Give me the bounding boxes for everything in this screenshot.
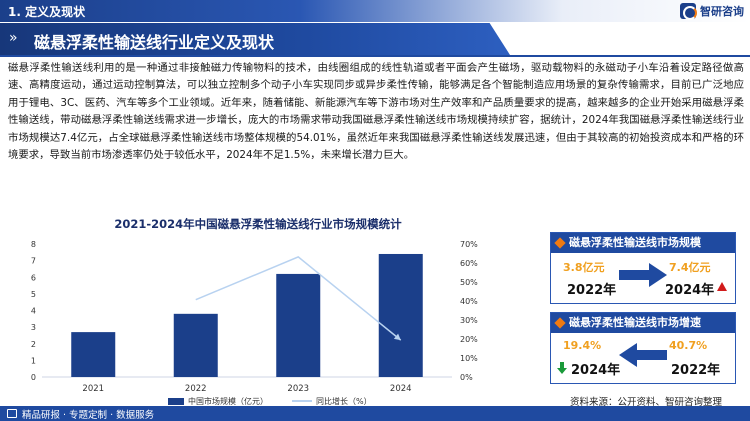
- growth-line: [195, 256, 402, 341]
- growth-line-arrowhead: [393, 333, 401, 341]
- growth-left-year: 2024年: [571, 363, 621, 378]
- double-chevron-icon: »: [9, 30, 17, 46]
- y-left-tick-label: 8: [31, 240, 36, 249]
- market-growth-panel-title: 磁悬浮柔性输送线市场增速: [551, 313, 735, 333]
- y-right-tick-label: 50%: [460, 278, 478, 287]
- scale-left-year: 2022年: [567, 283, 617, 298]
- footer-bar: 精品研报 · 专题定制 · 数据服务: [0, 406, 750, 421]
- growth-left-value: 19.4%: [563, 339, 602, 352]
- y-right-tick-label: 0%: [460, 373, 473, 382]
- bar: [71, 332, 116, 377]
- banner-underline: [0, 55, 750, 57]
- x-tick-label: 2024: [390, 384, 412, 394]
- chart-title: 2021-2024年中国磁悬浮柔性输送线行业市场规模统计: [114, 217, 402, 231]
- bar: [276, 273, 321, 377]
- right-arrow-icon: [619, 263, 667, 287]
- y-left-tick-label: 0: [31, 373, 36, 382]
- y-left-tick-label: 7: [31, 257, 36, 266]
- y-right-tick-label: 70%: [460, 240, 478, 249]
- y-left-tick-label: 4: [31, 307, 36, 316]
- y-left-tick-label: 3: [31, 323, 36, 332]
- brand-name: 智研咨询: [700, 5, 744, 18]
- y-left-tick-label: 5: [31, 290, 36, 299]
- footer-text: 精品研报 · 专题定制 · 数据服务: [22, 410, 155, 421]
- market-size-chart: 0 1 2 3 4 5 6 7 8 0% 10% 20% 30% 40% 50% 60% 70% 2021 2022…: [31, 240, 478, 406]
- scale-right-value: 7.4亿元: [669, 261, 711, 274]
- scale-right-year: 2024年: [665, 283, 715, 298]
- growth-right-value: 40.7%: [669, 339, 708, 352]
- legend-label-line: 同比增长（%）: [316, 396, 372, 406]
- bar: [173, 313, 218, 377]
- legend-swatch-bar: [168, 398, 184, 405]
- bar: [378, 253, 423, 377]
- market-growth-panel: 磁悬浮柔性输送线市场增速 19.4% 40.7% 2024年 2022年: [550, 312, 736, 384]
- book-icon: [7, 409, 17, 418]
- x-tick-label: 2023: [287, 384, 309, 394]
- down-arrow-icon: [557, 362, 567, 374]
- body-paragraph: 磁悬浮柔性输送线利用的是一种通过非接触磁力传输物料的技术，由线圈组成的线性轨道或…: [8, 62, 744, 162]
- y-left-tick-label: 2: [31, 340, 36, 349]
- legend-label-bar: 中国市场规模（亿元）: [188, 396, 268, 406]
- scale-left-value: 3.8亿元: [563, 261, 605, 274]
- brand-logo-icon: [680, 3, 697, 20]
- y-right-tick-label: 60%: [460, 259, 478, 268]
- page-title: 磁悬浮柔性输送线行业定义及现状: [34, 33, 275, 52]
- y-right-tick-label: 40%: [460, 297, 478, 306]
- x-tick-label: 2021: [82, 384, 104, 394]
- y-right-tick-label: 20%: [460, 335, 478, 344]
- market-scale-panel: 磁悬浮柔性输送线市场规模 3.8亿元 7.4亿元 2022年 2024年: [550, 232, 736, 304]
- data-source: 资料来源：公开资料、智研咨询整理: [570, 397, 723, 408]
- section-title: 1. 定义及现状: [8, 5, 86, 19]
- y-left-tick-label: 1: [31, 356, 36, 365]
- left-arrow-icon: [619, 343, 667, 367]
- growth-right-year: 2022年: [671, 363, 721, 378]
- y-left-tick-label: 6: [31, 273, 36, 282]
- brand-logo: 智研咨询: [680, 3, 744, 20]
- title-banner: » 磁悬浮柔性输送线行业定义及现状: [0, 23, 510, 55]
- up-arrow-icon: [717, 282, 727, 291]
- y-right-tick-label: 30%: [460, 316, 478, 325]
- market-scale-panel-title: 磁悬浮柔性输送线市场规模: [551, 233, 735, 253]
- x-tick-label: 2022: [185, 384, 207, 394]
- y-right-tick-label: 10%: [460, 354, 478, 363]
- top-header-strip: 1. 定义及现状 智研咨询: [0, 0, 750, 22]
